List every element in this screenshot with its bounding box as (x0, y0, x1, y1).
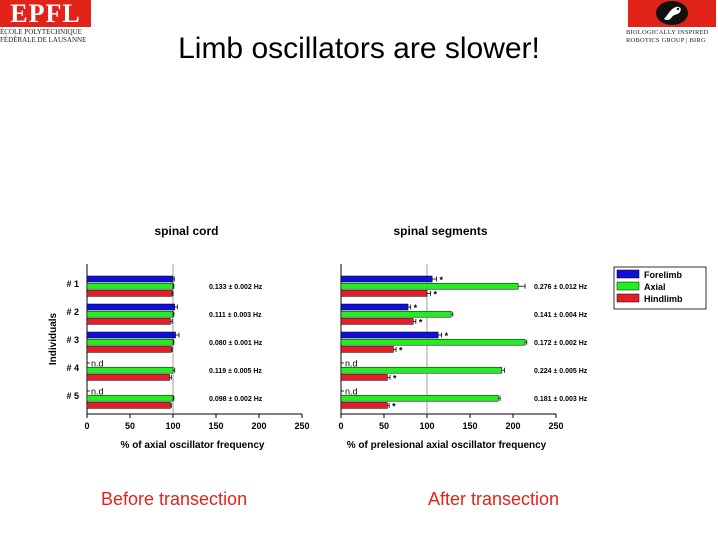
chart2-significance-star: * (445, 331, 449, 341)
chart1-bar-axial (86, 338, 174, 346)
chart1-x-tick-label: 0 (84, 421, 89, 431)
chart2-legend-label-forelimb: Forelimb (644, 270, 683, 280)
chart1-title: spinal cord (154, 224, 218, 238)
chart2-x-tick-label: 50 (379, 421, 389, 431)
chart2-x-tick-label: 200 (505, 421, 520, 431)
birg-logo-mark (628, 0, 716, 27)
chart1-frequency-annotation: 0.111 ± 0.003 Hz (209, 312, 262, 319)
chart1-frequency-annotation: 0.119 ± 0.005 Hz (209, 368, 262, 375)
chart2-legend-label-axial: Axial (644, 282, 666, 292)
chart2-significance-star: * (439, 275, 443, 285)
chart1-bar-forelimb (86, 303, 175, 311)
chart2-frequency-annotation: 0.181 ± 0.003 Hz (534, 396, 588, 403)
birg-logo-line1: BIOLOGICALLY INSPIRED (626, 29, 709, 36)
chart2-x-tick-label: 150 (462, 421, 477, 431)
chart2-bar-axial (340, 366, 503, 374)
chart1-nd-label: n.d (91, 359, 104, 369)
chart2-frequency-annotation: 0.172 ± 0.002 Hz (534, 340, 588, 347)
chart2-significance-star: * (419, 317, 423, 327)
chart1-x-axis-label: % of axial oscillator frequency (121, 440, 265, 451)
chart1-frequency-annotation: 0.133 ± 0.002 Hz (209, 284, 263, 291)
chart1-x-tick-label: 50 (125, 421, 135, 431)
chart1-category-label: # 4 (66, 363, 79, 373)
chart2-nd-label: n.d (345, 387, 358, 397)
chart1-category-label: # 2 (66, 307, 79, 317)
chart2-legend-swatch-hindlimb (616, 293, 640, 303)
chart1-x-tick-label: 150 (208, 421, 223, 431)
chart2-bar-forelimb (340, 275, 433, 283)
chart1-bar-axial (86, 282, 174, 290)
chart1-x-tick-label: 250 (294, 421, 309, 431)
chart2-x-tick-label: 100 (419, 421, 434, 431)
chart1-bar-axial (86, 310, 174, 318)
chart2-bar-hindlimb (340, 346, 394, 353)
epfl-logo-line2: FÉDÉRALE DE LAUSANNE (0, 36, 87, 44)
epfl-logo: EPFL ÉCOLE POLYTECHNIQUE FÉDÉRALE DE LAU… (0, 0, 96, 44)
chart1-bar-hindlimb (86, 318, 171, 325)
chart2-x-axis-label: % of prelesional axial oscillator freque… (347, 440, 547, 451)
chart2-bar-axial (340, 394, 499, 402)
chart2-significance-star: * (414, 303, 418, 313)
chart2-bar-forelimb (340, 331, 439, 339)
chart2-bar-axial (340, 282, 519, 290)
birg-logo: BIOLOGICALLY INSPIRED ROBOTICS GROUP | B… (626, 0, 718, 46)
chart2-bar-forelimb (340, 303, 409, 311)
chart1-nd-label: n.d (91, 387, 104, 397)
chart2-significance-star: * (392, 401, 396, 411)
chart2-x-tick-label: 250 (548, 421, 563, 431)
chart1-bar-hindlimb (86, 346, 172, 353)
slide-title: Limb oscillators are slower! (178, 32, 540, 65)
caption-after-transection: After transection (428, 489, 560, 509)
chart1-bar-axial (86, 394, 174, 402)
chart2-title: spinal segments (393, 224, 487, 238)
chart2-bar-axial (340, 338, 526, 346)
chart2-significance-star: * (393, 373, 397, 383)
chart2-frequency-annotation: 0.141 ± 0.004 Hz (534, 312, 588, 319)
chart1-bar-hindlimb (86, 374, 170, 381)
chart1-frequency-annotation: 0.080 ± 0.001 Hz (209, 340, 263, 347)
chart2-nd-label: n.d (345, 359, 358, 369)
chart1-category-label: # 1 (66, 279, 79, 289)
epfl-logo-mark: EPFL (0, 0, 91, 27)
chart2-frequency-annotation: 0.224 ± 0.005 Hz (534, 368, 588, 375)
chart2-frequency-annotation: 0.276 ± 0.012 Hz (534, 284, 588, 291)
chart2-bar-hindlimb (340, 374, 388, 381)
chart1-bar-axial (86, 366, 174, 374)
chart1-y-axis-label: Individuals (48, 312, 59, 365)
chart2-legend-label-hindlimb: Hindlimb (644, 294, 683, 304)
caption-before-transection: Before transection (101, 489, 248, 509)
chart2-bar-hindlimb (340, 402, 388, 409)
birg-logo-line2: ROBOTICS GROUP | BIRG (626, 37, 706, 44)
epfl-logo-line1: ÉCOLE POLYTECHNIQUE (0, 28, 82, 36)
chart2-bar-hindlimb (340, 318, 414, 325)
chart2-legend-swatch-axial (616, 281, 640, 291)
chart1-bar-forelimb (86, 331, 176, 339)
salamander-icon (656, 1, 688, 25)
chart1-bar-hindlimb (86, 290, 173, 297)
chart2-legend-swatch-forelimb (616, 269, 640, 279)
chart2-bar-axial (340, 310, 452, 318)
chart1-x-tick-label: 100 (165, 421, 180, 431)
chart2-significance-star: * (433, 289, 437, 299)
chart1-bar-hindlimb (86, 402, 171, 409)
chart2-significance-star: * (399, 345, 403, 355)
chart1-x-tick-label: 200 (251, 421, 266, 431)
chart2-bar-hindlimb (340, 290, 428, 297)
chart1-category-label: # 3 (66, 335, 79, 345)
chart1-category-label: # 5 (66, 391, 79, 401)
chart2-x-tick-label: 0 (338, 421, 343, 431)
chart1-bar-forelimb (86, 275, 174, 283)
chart1-frequency-annotation: 0.098 ± 0.002 Hz (209, 396, 263, 403)
